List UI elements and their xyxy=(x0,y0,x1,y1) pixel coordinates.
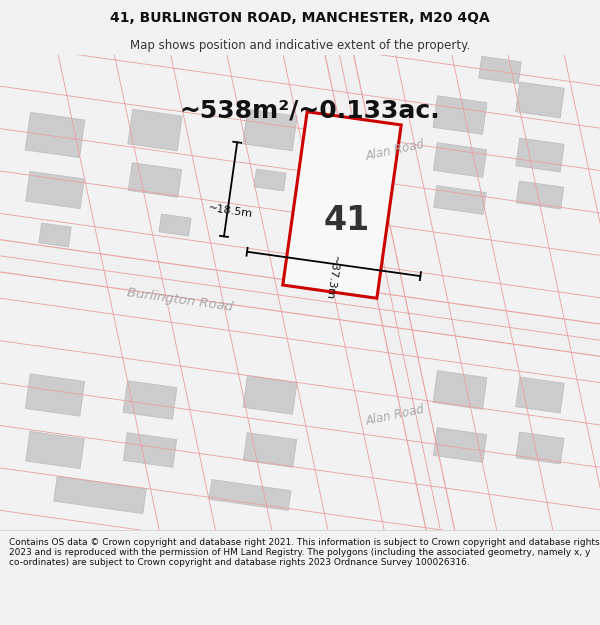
Bar xyxy=(128,162,182,198)
Text: ~18.5m: ~18.5m xyxy=(208,203,254,219)
Bar xyxy=(26,431,85,469)
Bar xyxy=(128,109,182,151)
Bar xyxy=(243,432,297,468)
Text: 41: 41 xyxy=(324,204,370,236)
Bar xyxy=(243,109,297,151)
Bar xyxy=(433,142,487,177)
Text: ~37.3m: ~37.3m xyxy=(323,255,340,301)
Bar xyxy=(25,112,85,158)
Bar xyxy=(25,374,85,416)
Bar xyxy=(283,0,497,625)
Bar xyxy=(433,371,487,409)
Text: Alan Road: Alan Road xyxy=(364,138,425,162)
Text: 41, BURLINGTON ROAD, MANCHESTER, M20 4QA: 41, BURLINGTON ROAD, MANCHESTER, M20 4QA xyxy=(110,11,490,25)
Bar xyxy=(159,214,191,236)
Text: ~538m²/~0.133ac.: ~538m²/~0.133ac. xyxy=(179,98,440,122)
Bar xyxy=(39,223,71,247)
Bar xyxy=(434,186,486,214)
Bar xyxy=(0,219,600,376)
Bar xyxy=(516,181,564,209)
Bar xyxy=(516,138,564,172)
Bar xyxy=(53,476,146,514)
Bar xyxy=(26,171,85,209)
Bar xyxy=(123,432,177,468)
Bar xyxy=(243,376,297,414)
Text: Contains OS data © Crown copyright and database right 2021. This information is : Contains OS data © Crown copyright and d… xyxy=(9,538,599,568)
Bar xyxy=(254,169,286,191)
Bar xyxy=(515,82,565,118)
Text: Burlington Road: Burlington Road xyxy=(126,286,234,314)
Bar xyxy=(479,56,521,84)
Bar xyxy=(433,428,487,462)
Bar xyxy=(209,479,291,511)
Bar xyxy=(123,381,177,419)
Bar xyxy=(283,112,401,298)
Text: Alan Road: Alan Road xyxy=(364,402,425,428)
Bar xyxy=(516,432,564,464)
Bar xyxy=(515,377,565,413)
Bar xyxy=(433,96,487,134)
Text: Map shows position and indicative extent of the property.: Map shows position and indicative extent… xyxy=(130,39,470,51)
